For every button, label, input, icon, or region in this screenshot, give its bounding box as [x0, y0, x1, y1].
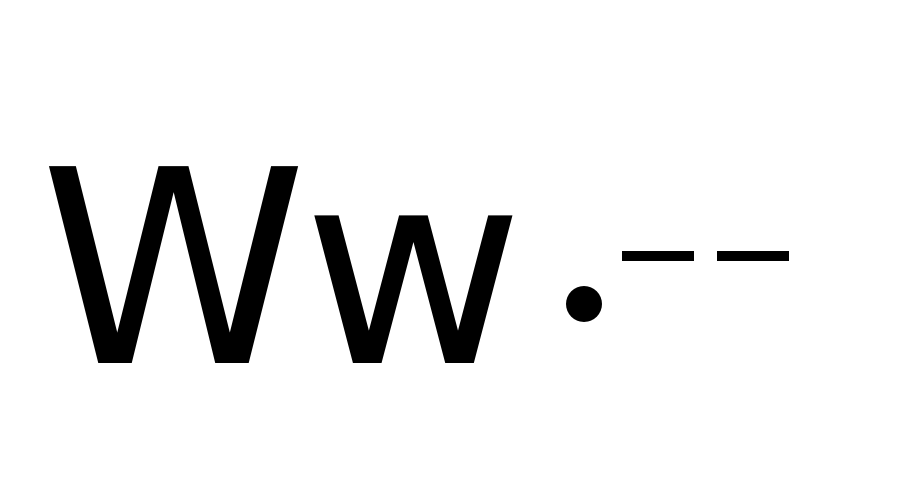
dash-mark-1	[622, 251, 694, 261]
dot-mark	[566, 286, 602, 322]
glyph-text: Ww	[40, 112, 524, 427]
dash-mark-2	[717, 251, 789, 261]
